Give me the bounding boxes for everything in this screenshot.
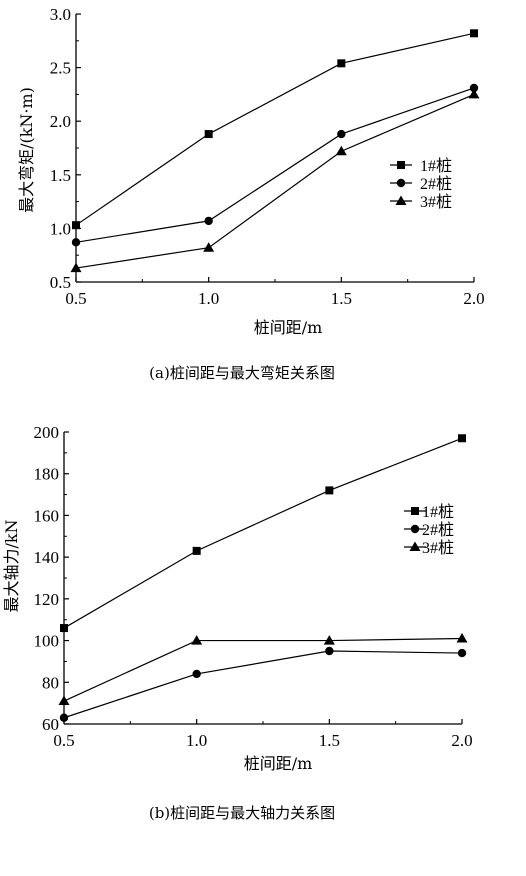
legend-label: 3#桩 (420, 193, 452, 211)
data-point (71, 238, 81, 247)
y-tick-label: 200 (34, 423, 60, 442)
y-axis-title: 最大轴力/kN (2, 519, 21, 612)
y-axis-title: 最大弯矩/(kN·m) (17, 87, 36, 213)
y-tick-label: 80 (42, 673, 59, 692)
legend-label: 2#桩 (420, 175, 452, 193)
y-tick-label: 0.5 (50, 273, 71, 292)
data-point (325, 646, 334, 656)
y-tick-label: 160 (34, 506, 60, 525)
data-point (192, 546, 201, 555)
y-tick-label: 60 (42, 715, 59, 734)
series-1 (72, 29, 478, 230)
data-point (469, 83, 479, 93)
x-axis-title: 桩间距/m (244, 754, 313, 773)
chart-b: 60 80 100 120 140 160 180 200 0.5 1.0 1.5 2.0 桩间距/m 最… (2, 423, 473, 822)
y-tick-label: 100 (34, 632, 60, 651)
chart-a: 0.5 1.0 1.5 2.0 2.5 3.0 0.5 1.0 1.5 2.0 桩间距/m 最大弯矩/… (17, 5, 485, 382)
legend-marker (410, 524, 420, 534)
x-tick-label: 1.5 (331, 289, 352, 308)
data-point (72, 221, 80, 230)
x-axis-title: 桩间距/m (254, 318, 323, 337)
data-point (456, 632, 468, 643)
data-point (203, 242, 215, 252)
series-2 (71, 83, 479, 247)
data-point (192, 669, 201, 679)
legend: 1#桩2#桩3#桩 (404, 503, 454, 557)
series-line (63, 637, 463, 702)
legend-marker (409, 541, 421, 551)
series-line (75, 87, 475, 243)
series-2 (59, 646, 467, 722)
legend-label: 2#桩 (422, 521, 454, 539)
legend-marker (397, 161, 405, 169)
y-tick-label: 1.0 (50, 219, 71, 238)
data-point (59, 713, 69, 722)
series-1 (60, 434, 466, 633)
figure-caption: (b)桩间距与最大轴力关系图 (149, 804, 335, 822)
x-tick-label: 1.0 (186, 731, 207, 750)
y-tick-label: 2.5 (50, 59, 71, 78)
x-tick-label: 2.0 (463, 289, 484, 308)
x-tick-label: 2.0 (451, 731, 472, 750)
data-point (337, 59, 346, 68)
data-point (58, 695, 70, 706)
y-tick-label: 2.0 (50, 112, 71, 131)
x-tick-label: 1.5 (319, 731, 340, 750)
series-line (75, 32, 475, 226)
data-point (60, 624, 68, 633)
data-point (323, 635, 335, 645)
legend: 1#桩2#桩3#桩 (390, 157, 452, 211)
data-point (470, 29, 478, 38)
legend-marker (396, 178, 406, 188)
legend-marker (411, 507, 419, 515)
legend-marker (395, 195, 407, 205)
series-3 (70, 88, 480, 273)
data-point (335, 145, 347, 156)
x-tick-label: 1.0 (198, 289, 219, 308)
y-tick-label: 120 (34, 590, 60, 609)
x-tick-label: 0.5 (53, 731, 74, 750)
y-tick-label: 3.0 (50, 5, 71, 24)
series-3 (58, 632, 468, 706)
x-tick-label: 0.5 (65, 289, 86, 308)
data-point (325, 486, 334, 495)
data-point (191, 635, 203, 645)
legend-label: 1#桩 (420, 157, 452, 175)
data-point (468, 88, 480, 99)
legend-label: 3#桩 (422, 539, 454, 557)
series-line (63, 650, 463, 719)
legend-label: 1#桩 (422, 503, 454, 521)
data-point (458, 434, 466, 443)
data-point (70, 262, 82, 273)
y-tick-label: 180 (34, 465, 60, 484)
y-tick-label: 1.5 (50, 166, 71, 185)
data-point (204, 216, 213, 226)
series-line (75, 93, 475, 269)
figure-caption: (a)桩间距与最大弯矩关系图 (149, 364, 335, 382)
data-point (457, 648, 467, 658)
y-tick-label: 140 (34, 548, 60, 567)
data-point (337, 129, 346, 139)
data-point (204, 130, 213, 139)
series-line (63, 437, 463, 629)
